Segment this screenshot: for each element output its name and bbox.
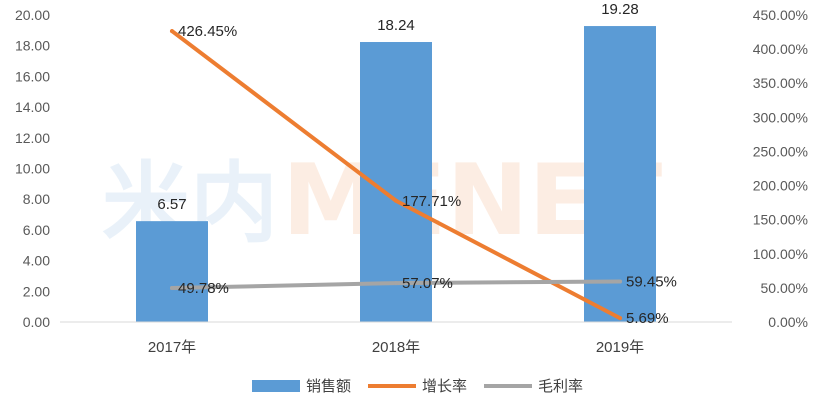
left-tick-label: 6.00 xyxy=(23,222,50,238)
left-tick-label: 10.00 xyxy=(15,161,50,177)
line-point xyxy=(170,29,174,34)
category-label: 2017年 xyxy=(148,339,196,356)
right-tick-label: 400.00% xyxy=(753,41,808,57)
left-tick-label: 20.00 xyxy=(15,7,50,23)
bar-value-label: 6.57 xyxy=(157,196,186,213)
right-tick-label: 0.00% xyxy=(768,314,808,330)
legend: 销售额 增长率 毛利率 xyxy=(252,378,583,395)
line-value-label: 49.78% xyxy=(178,280,229,297)
right-tick-label: 50.00% xyxy=(761,280,808,296)
legend-label: 销售额 xyxy=(306,378,351,395)
right-tick-label: 450.00% xyxy=(753,7,808,23)
line-point xyxy=(394,281,398,286)
line-point xyxy=(394,198,398,203)
line-point xyxy=(618,316,622,321)
line-value-label: 177.71% xyxy=(402,193,461,210)
left-tick-label: 14.00 xyxy=(15,99,50,115)
left-tick-label: 18.00 xyxy=(15,38,50,54)
right-tick-label: 100.00% xyxy=(753,246,808,262)
line-point xyxy=(618,279,622,284)
right-tick-label: 200.00% xyxy=(753,178,808,194)
bar-value-label: 19.28 xyxy=(601,1,639,18)
left-axis: 0.00 2.00 4.00 6.00 8.00 10.00 12.00 14.00 16.00… xyxy=(15,7,50,330)
left-tick-label: 12.00 xyxy=(15,130,50,146)
x-axis: 2017年 2018年 2019年 xyxy=(148,339,644,356)
right-tick-label: 350.00% xyxy=(753,75,808,91)
legend-swatch xyxy=(252,380,300,392)
right-tick-label: 250.00% xyxy=(753,143,808,159)
right-tick-label: 300.00% xyxy=(753,109,808,125)
line-value-label: 59.45% xyxy=(626,273,677,290)
line-series xyxy=(170,29,622,321)
bar xyxy=(584,26,656,322)
data-labels: 6.57 18.24 19.28 426.45% 177.71% 5.69% 49.78% 5… xyxy=(157,1,676,327)
legend-label: 增长率 xyxy=(422,378,467,395)
left-tick-label: 2.00 xyxy=(23,283,50,299)
left-tick-label: 16.00 xyxy=(15,68,50,84)
left-tick-label: 4.00 xyxy=(23,253,50,269)
line-value-label: 57.07% xyxy=(402,275,453,292)
line-value-label: 5.69% xyxy=(626,310,669,327)
line-point xyxy=(170,286,174,291)
bar-series xyxy=(136,26,656,323)
left-tick-label: 0.00 xyxy=(23,314,50,330)
left-tick-label: 8.00 xyxy=(23,191,50,207)
right-axis: 0.00% 50.00% 100.00% 150.00% 200.00% 250.00% 3… xyxy=(753,7,808,330)
bar xyxy=(136,221,208,322)
bar-value-label: 18.24 xyxy=(377,17,415,34)
right-tick-label: 150.00% xyxy=(753,212,808,228)
category-label: 2018年 xyxy=(372,339,420,356)
category-label: 2019年 xyxy=(596,339,644,356)
line-value-label: 426.45% xyxy=(178,23,237,40)
legend-label: 毛利率 xyxy=(538,378,583,395)
